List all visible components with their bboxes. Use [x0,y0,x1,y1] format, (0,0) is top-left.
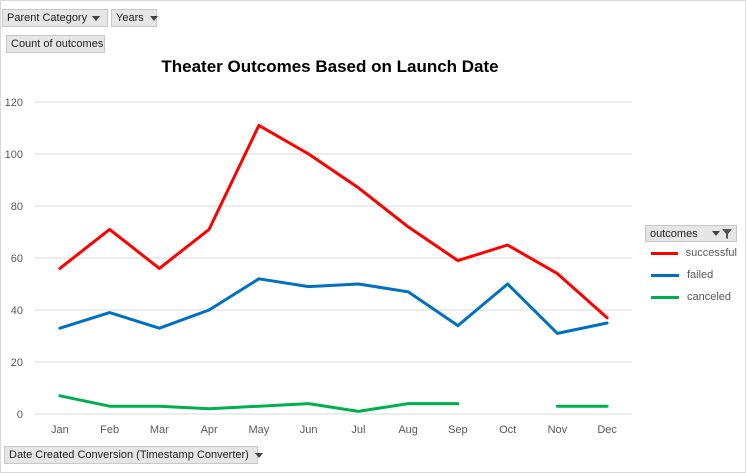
x-tick-label-apr: Apr [201,424,218,436]
years-filter-button[interactable]: Years [111,9,158,27]
series-line-canceled-segment-0 [58,394,460,413]
y-tick-label-120: 120 [5,97,23,109]
legend-swatch-canceled [651,295,679,299]
x-tick-label-mar: Mar [150,424,169,436]
filter-icon [722,228,732,239]
y-tick-label-80: 80 [11,201,23,213]
x-tick-label-jun: Jun [300,424,318,436]
axis-field-label: Date Created Conversion (Timestamp Conve… [9,449,249,461]
legend-swatch-failed [651,273,679,277]
x-tick-label-sep: Sep [448,424,468,436]
chevron-down-icon [712,231,720,236]
parent-category-label: Parent Category [7,12,88,24]
y-tick-label-60: 60 [11,253,23,265]
x-tick-label-jan: Jan [51,424,69,436]
chevron-down-icon [149,15,158,21]
x-tick-label-aug: Aug [398,424,418,436]
x-tick-label-feb: Feb [100,424,119,436]
x-tick-label-jul: Jul [351,424,365,436]
x-tick-label-nov: Nov [548,424,568,436]
series-line-successful [58,123,609,320]
chevron-down-icon [254,452,263,458]
chevron-down-icon [92,15,101,21]
chart-title: Theater Outcomes Based on Launch Date [161,57,499,76]
legend-item-successful: successful [645,242,737,264]
values-field-label: Count of outcomes [11,38,104,50]
legend-filter-button[interactable]: outcomes [645,225,737,242]
y-tick-label-0: 0 [17,409,23,421]
legend-swatch-successful [651,251,678,255]
y-tick-label-100: 100 [5,149,23,161]
values-field-button[interactable]: Count of outcomes [6,35,105,53]
x-tick-label-dec: Dec [597,424,617,436]
legend-item-canceled: canceled [645,286,737,308]
y-tick-label-20: 20 [11,357,23,369]
x-tick-label-oct: Oct [499,424,516,436]
legend-title: outcomes [650,227,698,240]
x-tick-label-may: May [248,424,269,436]
legend-label-successful: successful [685,247,737,259]
legend-label-failed: failed [687,269,714,281]
legend-label-canceled: canceled [687,291,732,303]
series-line-failed [58,277,609,335]
years-label: Years [116,12,144,24]
y-tick-label-40: 40 [11,305,23,317]
legend: outcomes successful failed canceled [645,225,737,308]
axis-field-button[interactable]: Date Created Conversion (Timestamp Conve… [4,446,263,464]
legend-item-failed: failed [645,264,737,286]
parent-category-filter-button[interactable]: Parent Category [2,9,108,27]
